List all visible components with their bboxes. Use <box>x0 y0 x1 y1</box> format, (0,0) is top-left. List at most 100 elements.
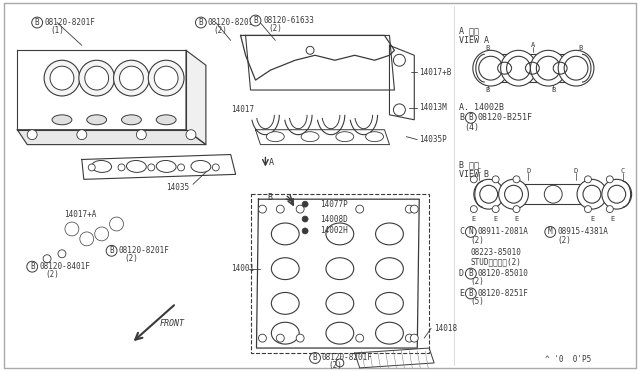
Circle shape <box>606 176 613 183</box>
Ellipse shape <box>326 322 354 344</box>
Text: STUDスタッド(2): STUDスタッド(2) <box>471 257 522 266</box>
Text: 14017: 14017 <box>230 105 254 114</box>
Text: 14017+B: 14017+B <box>419 68 452 77</box>
Text: 14002H: 14002H <box>320 227 348 235</box>
Circle shape <box>212 164 220 171</box>
Text: B: B <box>578 45 582 51</box>
Text: E: E <box>611 216 615 222</box>
Text: D: D <box>574 169 578 174</box>
Text: (2): (2) <box>214 26 228 35</box>
Circle shape <box>492 176 499 183</box>
Text: 08120-85010: 08120-85010 <box>478 269 529 278</box>
Circle shape <box>602 179 632 209</box>
Text: E.: E. <box>459 289 469 298</box>
Text: 08120-61633: 08120-61633 <box>264 16 314 25</box>
Text: B: B <box>468 289 473 298</box>
Ellipse shape <box>156 115 176 125</box>
Text: 08120-8201F: 08120-8201F <box>208 18 259 27</box>
Circle shape <box>306 46 314 54</box>
Text: B: B <box>313 353 317 362</box>
Polygon shape <box>82 154 236 179</box>
Text: 14035P: 14035P <box>419 135 447 144</box>
Ellipse shape <box>301 132 319 142</box>
Circle shape <box>513 176 520 183</box>
Ellipse shape <box>87 115 107 125</box>
Ellipse shape <box>122 115 141 125</box>
Ellipse shape <box>376 258 403 280</box>
Ellipse shape <box>326 258 354 280</box>
Text: VIEW A: VIEW A <box>459 36 489 45</box>
Text: D.: D. <box>459 269 469 278</box>
Ellipse shape <box>365 132 383 142</box>
Circle shape <box>410 334 419 342</box>
Circle shape <box>473 50 509 86</box>
Polygon shape <box>17 130 206 145</box>
Circle shape <box>583 185 601 203</box>
Text: C.: C. <box>459 227 469 237</box>
Circle shape <box>148 60 184 96</box>
Text: (5): (5) <box>471 297 484 306</box>
Circle shape <box>113 220 120 228</box>
Text: A: A <box>268 158 273 167</box>
Text: N: N <box>468 227 473 237</box>
Ellipse shape <box>92 160 111 172</box>
Circle shape <box>84 66 109 90</box>
Text: E: E <box>493 216 498 222</box>
Text: A. 14002B: A. 14002B <box>459 103 504 112</box>
Circle shape <box>513 206 520 212</box>
Ellipse shape <box>336 132 354 142</box>
Circle shape <box>577 179 607 209</box>
Circle shape <box>584 206 591 212</box>
Text: 08915-4381A: 08915-4381A <box>557 227 608 237</box>
Circle shape <box>276 205 284 213</box>
Text: 08911-2081A: 08911-2081A <box>478 227 529 237</box>
Text: 14001: 14001 <box>230 264 254 273</box>
Circle shape <box>28 130 37 140</box>
Circle shape <box>584 176 591 183</box>
Circle shape <box>43 255 51 263</box>
Circle shape <box>536 56 560 80</box>
Polygon shape <box>255 130 390 145</box>
Circle shape <box>558 50 594 86</box>
Text: B: B <box>468 269 473 278</box>
Circle shape <box>504 185 522 203</box>
Text: ^ '0  0'P5: ^ '0 0'P5 <box>545 356 591 365</box>
Text: (2): (2) <box>471 277 484 286</box>
Text: E: E <box>515 216 518 222</box>
Text: 08120-B251F: 08120-B251F <box>478 113 532 122</box>
Circle shape <box>118 164 125 171</box>
Text: 08223-85010: 08223-85010 <box>471 248 522 257</box>
Circle shape <box>83 235 91 243</box>
Circle shape <box>77 130 87 140</box>
Circle shape <box>531 50 566 86</box>
Text: B: B <box>253 16 258 25</box>
Text: (2): (2) <box>557 236 571 246</box>
Ellipse shape <box>326 223 354 245</box>
Circle shape <box>410 205 419 213</box>
Polygon shape <box>257 199 419 348</box>
Text: 08120-8401F: 08120-8401F <box>39 262 90 271</box>
Circle shape <box>98 230 106 238</box>
Text: D: D <box>526 169 531 174</box>
Text: B: B <box>109 246 114 255</box>
Circle shape <box>154 66 178 90</box>
Text: 08120-8201F: 08120-8201F <box>44 18 95 27</box>
Polygon shape <box>17 50 186 130</box>
Polygon shape <box>355 348 434 368</box>
Circle shape <box>276 334 284 342</box>
Circle shape <box>177 164 184 171</box>
Circle shape <box>479 56 502 80</box>
Text: A 矢視: A 矢視 <box>459 26 479 35</box>
Text: B 矢視: B 矢視 <box>459 160 479 169</box>
Ellipse shape <box>266 132 284 142</box>
Circle shape <box>186 130 196 140</box>
Polygon shape <box>250 194 429 353</box>
Text: (2): (2) <box>45 270 59 279</box>
Text: C: C <box>621 169 625 174</box>
Polygon shape <box>246 35 394 90</box>
Text: B: B <box>551 87 556 93</box>
Text: 14008D: 14008D <box>320 215 348 224</box>
Text: 14035: 14035 <box>166 183 189 192</box>
Circle shape <box>405 334 413 342</box>
Text: (2): (2) <box>125 254 138 263</box>
